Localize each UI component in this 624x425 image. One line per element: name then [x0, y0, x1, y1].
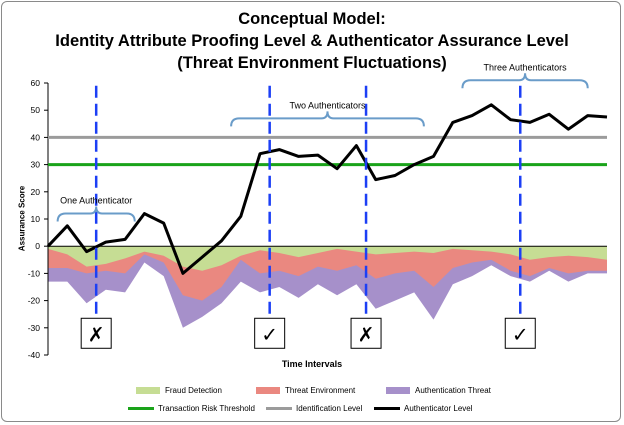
y-tick-label: -30 [28, 323, 41, 333]
y-tick-label: 30 [31, 160, 41, 170]
legend-item-authentication-threat: Authentication Threat [386, 386, 491, 395]
chart-title-line-1: Conceptual Model: [238, 10, 386, 28]
legend-label: Threat Environment [285, 386, 356, 395]
legend-label: Fraud Detection [165, 386, 222, 395]
brace-label: Two Authenticators [289, 100, 366, 110]
brace-label: Three Authenticators [484, 62, 568, 72]
chart-title-line-2: Identity Attribute Proofing Level & Auth… [55, 32, 569, 50]
y-tick-label: 10 [31, 214, 41, 224]
marker-box [254, 317, 286, 349]
marker-box [80, 317, 112, 349]
legend-label: Transaction Risk Threshold [158, 404, 255, 413]
marker-box [504, 317, 536, 349]
checkmark-icon: ✓ [512, 322, 529, 346]
legend-swatch-identification [266, 407, 292, 410]
area-fraud-detection [48, 246, 607, 271]
checkmark-icon: ✓ [261, 322, 278, 346]
brace-bracket [230, 111, 425, 127]
chart-title-line-3: (Threat Environment Fluctuations) [177, 54, 447, 72]
y-tick-label: -10 [28, 268, 41, 278]
legend-item-identification-level: Identification Level [266, 404, 362, 413]
brace-label: One Authenticator [60, 196, 132, 206]
legend-swatch-fraud [136, 387, 160, 394]
legend-swatch-auth-threat [386, 387, 410, 394]
y-tick-label: -20 [28, 296, 41, 306]
cross-icon: ✗ [88, 322, 105, 346]
legend-item-authenticator-level: Authenticator Level [374, 404, 473, 413]
y-tick-label: -40 [28, 350, 41, 360]
y-tick-label: 50 [31, 105, 41, 115]
legend-item-fraud-detection: Fraud Detection [136, 386, 222, 395]
legend-label: Authenticator Level [404, 404, 473, 413]
legend-item-transaction-risk-threshold: Transaction Risk Threshold [128, 404, 255, 413]
cross-icon: ✗ [358, 322, 375, 346]
y-tick-label: 20 [31, 187, 41, 197]
y-tick-label: 60 [31, 78, 41, 88]
legend-swatch-risk [128, 407, 154, 410]
legend-swatch-authenticator [374, 407, 400, 410]
x-axis-label: Time Intervals [281, 359, 343, 369]
brace-bracket [461, 73, 589, 89]
marker-box [350, 317, 382, 349]
brace-bracket [56, 206, 136, 222]
legend-label: Identification Level [296, 404, 363, 413]
y-tick-label: 0 [35, 241, 40, 251]
legend-label: Authentication Threat [415, 386, 491, 395]
y-tick-label: 40 [31, 132, 41, 142]
legend-item-threat-environment: Threat Environment [256, 386, 355, 395]
line-authenticator-level [46, 103, 608, 275]
legend-swatch-threat [256, 387, 280, 394]
